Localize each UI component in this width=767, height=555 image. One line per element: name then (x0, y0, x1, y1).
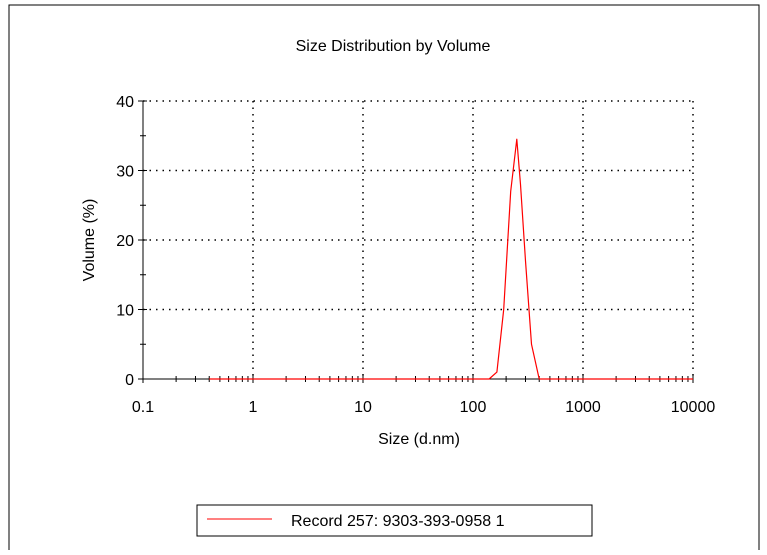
y-axis-label: Volume (%) (81, 199, 98, 282)
x-tick-label: 100 (460, 399, 487, 416)
y-tick-label: 10 (116, 303, 134, 320)
y-tick-label: 30 (116, 164, 134, 181)
chart-title: Size Distribution by Volume (296, 38, 491, 55)
y-tick-label: 40 (116, 94, 134, 111)
y-tick-label: 20 (116, 233, 134, 250)
x-tick-label: 0.1 (132, 399, 154, 416)
legend-label: Record 257: 9303-393-0958 1 (291, 513, 505, 530)
grid (143, 100, 694, 379)
chart-border (8, 4, 760, 555)
y-tick-label: 0 (125, 372, 134, 389)
x-axis-label: Size (d.nm) (378, 431, 460, 448)
x-tick-label: 10000 (671, 399, 716, 416)
legend: Record 257: 9303-393-0958 1 (196, 504, 593, 537)
x-tick-label: 1000 (565, 399, 601, 416)
y-ticks: 0 10 20 30 40 (116, 94, 147, 389)
x-tick-label: 1 (249, 399, 258, 416)
legend-box (196, 504, 593, 537)
x-tick-label: 10 (354, 399, 372, 416)
series-layer (209, 138, 693, 380)
series-line (209, 138, 693, 380)
